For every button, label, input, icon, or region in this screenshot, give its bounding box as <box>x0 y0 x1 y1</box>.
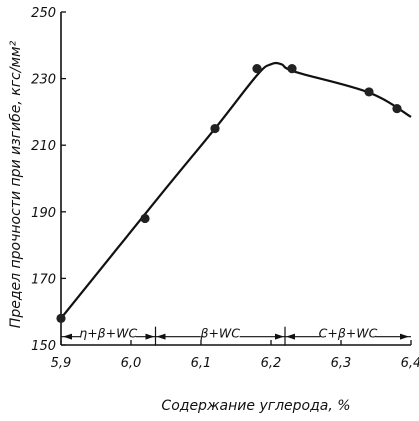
x-tick-label: 6,1 <box>191 356 212 371</box>
region-arrow-end <box>400 333 409 340</box>
plot-axes <box>60 12 411 346</box>
series-line <box>60 61 412 320</box>
y-axis-label: Предел прочности при изгибе, кгс/мм² <box>8 40 24 328</box>
y-tick-label: 170 <box>31 272 56 287</box>
y-tick-label: 250 <box>31 6 56 21</box>
x-tick-label: 6,0 <box>121 356 142 371</box>
x-tick-label: 6,4 <box>401 356 419 371</box>
data-points <box>56 64 402 323</box>
region-arrow-right <box>156 333 166 340</box>
x-tick-label: 6,2 <box>261 356 282 371</box>
region-arrow-left <box>145 333 155 340</box>
region-label-bg <box>200 325 240 340</box>
data-point <box>364 87 374 97</box>
y-tick-label: 230 <box>31 73 56 88</box>
data-point <box>210 123 220 134</box>
data-point <box>287 64 297 74</box>
region-label: β+WC <box>199 326 240 341</box>
region-label-bg <box>80 325 136 340</box>
region-label: C+β+WC <box>319 326 378 341</box>
data-point <box>252 64 262 74</box>
region-label-bg <box>320 325 376 340</box>
region-arrow-start <box>63 333 72 340</box>
y-tick-label: 190 <box>31 206 56 221</box>
axis-ticks: 150 170 190 210 230 250 5,9 6,0 6,1 6,2 6,3 6,4 <box>31 6 419 371</box>
data-point <box>56 313 66 323</box>
x-axis-label: Содержание углерода, % <box>161 398 350 414</box>
y-tick-label: 210 <box>31 139 56 154</box>
data-point <box>140 213 150 224</box>
region-arrow-right <box>286 333 295 340</box>
x-tick-label: 5,9 <box>51 356 72 371</box>
x-tick-label: 6,3 <box>331 356 352 371</box>
data-point <box>392 103 402 114</box>
y-tick-label: 150 <box>31 339 56 354</box>
phase-regions: η+β+WC β+WC C+β+WC <box>61 325 411 346</box>
series-curve <box>60 61 412 320</box>
region-label: η+β+WC <box>79 326 137 341</box>
region-arrow-left <box>275 333 284 340</box>
